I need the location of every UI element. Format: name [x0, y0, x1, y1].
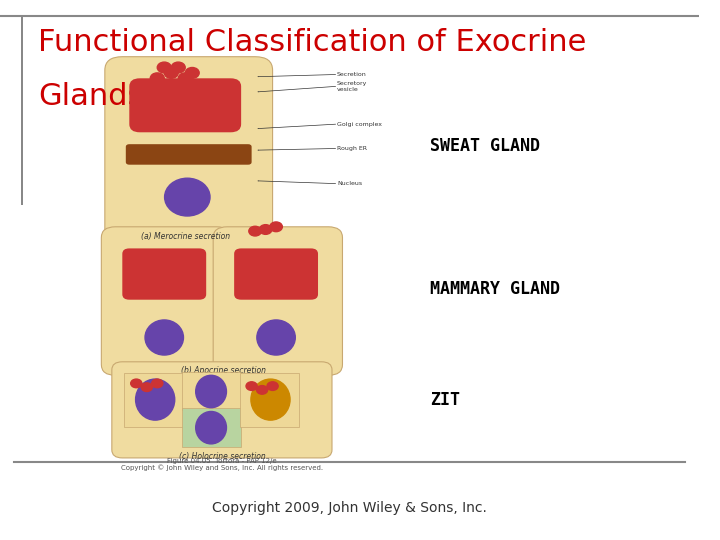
FancyBboxPatch shape [130, 78, 241, 132]
Circle shape [131, 379, 142, 388]
Ellipse shape [145, 320, 184, 355]
Text: Figure 04.05  Tortora - PAP 12/e: Figure 04.05 Tortora - PAP 12/e [168, 458, 277, 464]
Circle shape [152, 379, 163, 388]
Circle shape [179, 73, 192, 84]
Text: Nucleus: Nucleus [337, 181, 362, 186]
Text: Glands: Glands [38, 82, 144, 111]
Text: Copyright © John Wiley and Sons, Inc. All rights reserved.: Copyright © John Wiley and Sons, Inc. Al… [121, 464, 323, 470]
Ellipse shape [135, 379, 175, 420]
Text: Secretion: Secretion [337, 72, 366, 77]
Ellipse shape [251, 379, 290, 420]
FancyBboxPatch shape [126, 144, 251, 165]
Text: (a) Merocrine secretion: (a) Merocrine secretion [140, 232, 230, 241]
Bar [21, 16, 23, 205]
FancyBboxPatch shape [181, 408, 241, 447]
FancyBboxPatch shape [213, 227, 343, 375]
Text: ZIT: ZIT [430, 390, 460, 409]
Text: Copyright 2009, John Wiley & Sons, Inc.: Copyright 2009, John Wiley & Sons, Inc. [212, 501, 487, 515]
FancyBboxPatch shape [124, 373, 183, 427]
Ellipse shape [196, 375, 227, 408]
Text: Functional Classification of Exocrine: Functional Classification of Exocrine [38, 28, 587, 57]
FancyBboxPatch shape [102, 227, 230, 375]
FancyBboxPatch shape [181, 372, 241, 410]
Circle shape [259, 225, 272, 234]
Ellipse shape [257, 320, 295, 355]
Circle shape [164, 68, 179, 78]
FancyBboxPatch shape [240, 373, 299, 427]
Text: (b) Apocrine secretion: (b) Apocrine secretion [181, 366, 266, 375]
Text: Golgi complex: Golgi complex [337, 122, 382, 127]
Text: SWEAT GLAND: SWEAT GLAND [430, 137, 540, 155]
Text: (c) Holocrine secretion: (c) Holocrine secretion [179, 452, 266, 461]
Circle shape [171, 62, 185, 73]
Text: MAMMARY GLAND: MAMMARY GLAND [430, 280, 560, 298]
Circle shape [157, 62, 171, 73]
Ellipse shape [196, 411, 227, 444]
Circle shape [256, 386, 268, 394]
FancyBboxPatch shape [122, 248, 206, 300]
Text: Rough ER: Rough ER [337, 146, 367, 151]
Circle shape [270, 222, 282, 232]
Circle shape [249, 226, 261, 236]
FancyBboxPatch shape [105, 57, 273, 243]
Ellipse shape [165, 178, 210, 216]
FancyBboxPatch shape [234, 248, 318, 300]
Circle shape [141, 383, 153, 391]
FancyBboxPatch shape [112, 362, 332, 458]
Circle shape [150, 73, 164, 84]
Text: Secretory
vesicle: Secretory vesicle [337, 81, 367, 92]
Circle shape [267, 382, 278, 390]
Circle shape [246, 382, 257, 390]
Circle shape [185, 68, 199, 78]
